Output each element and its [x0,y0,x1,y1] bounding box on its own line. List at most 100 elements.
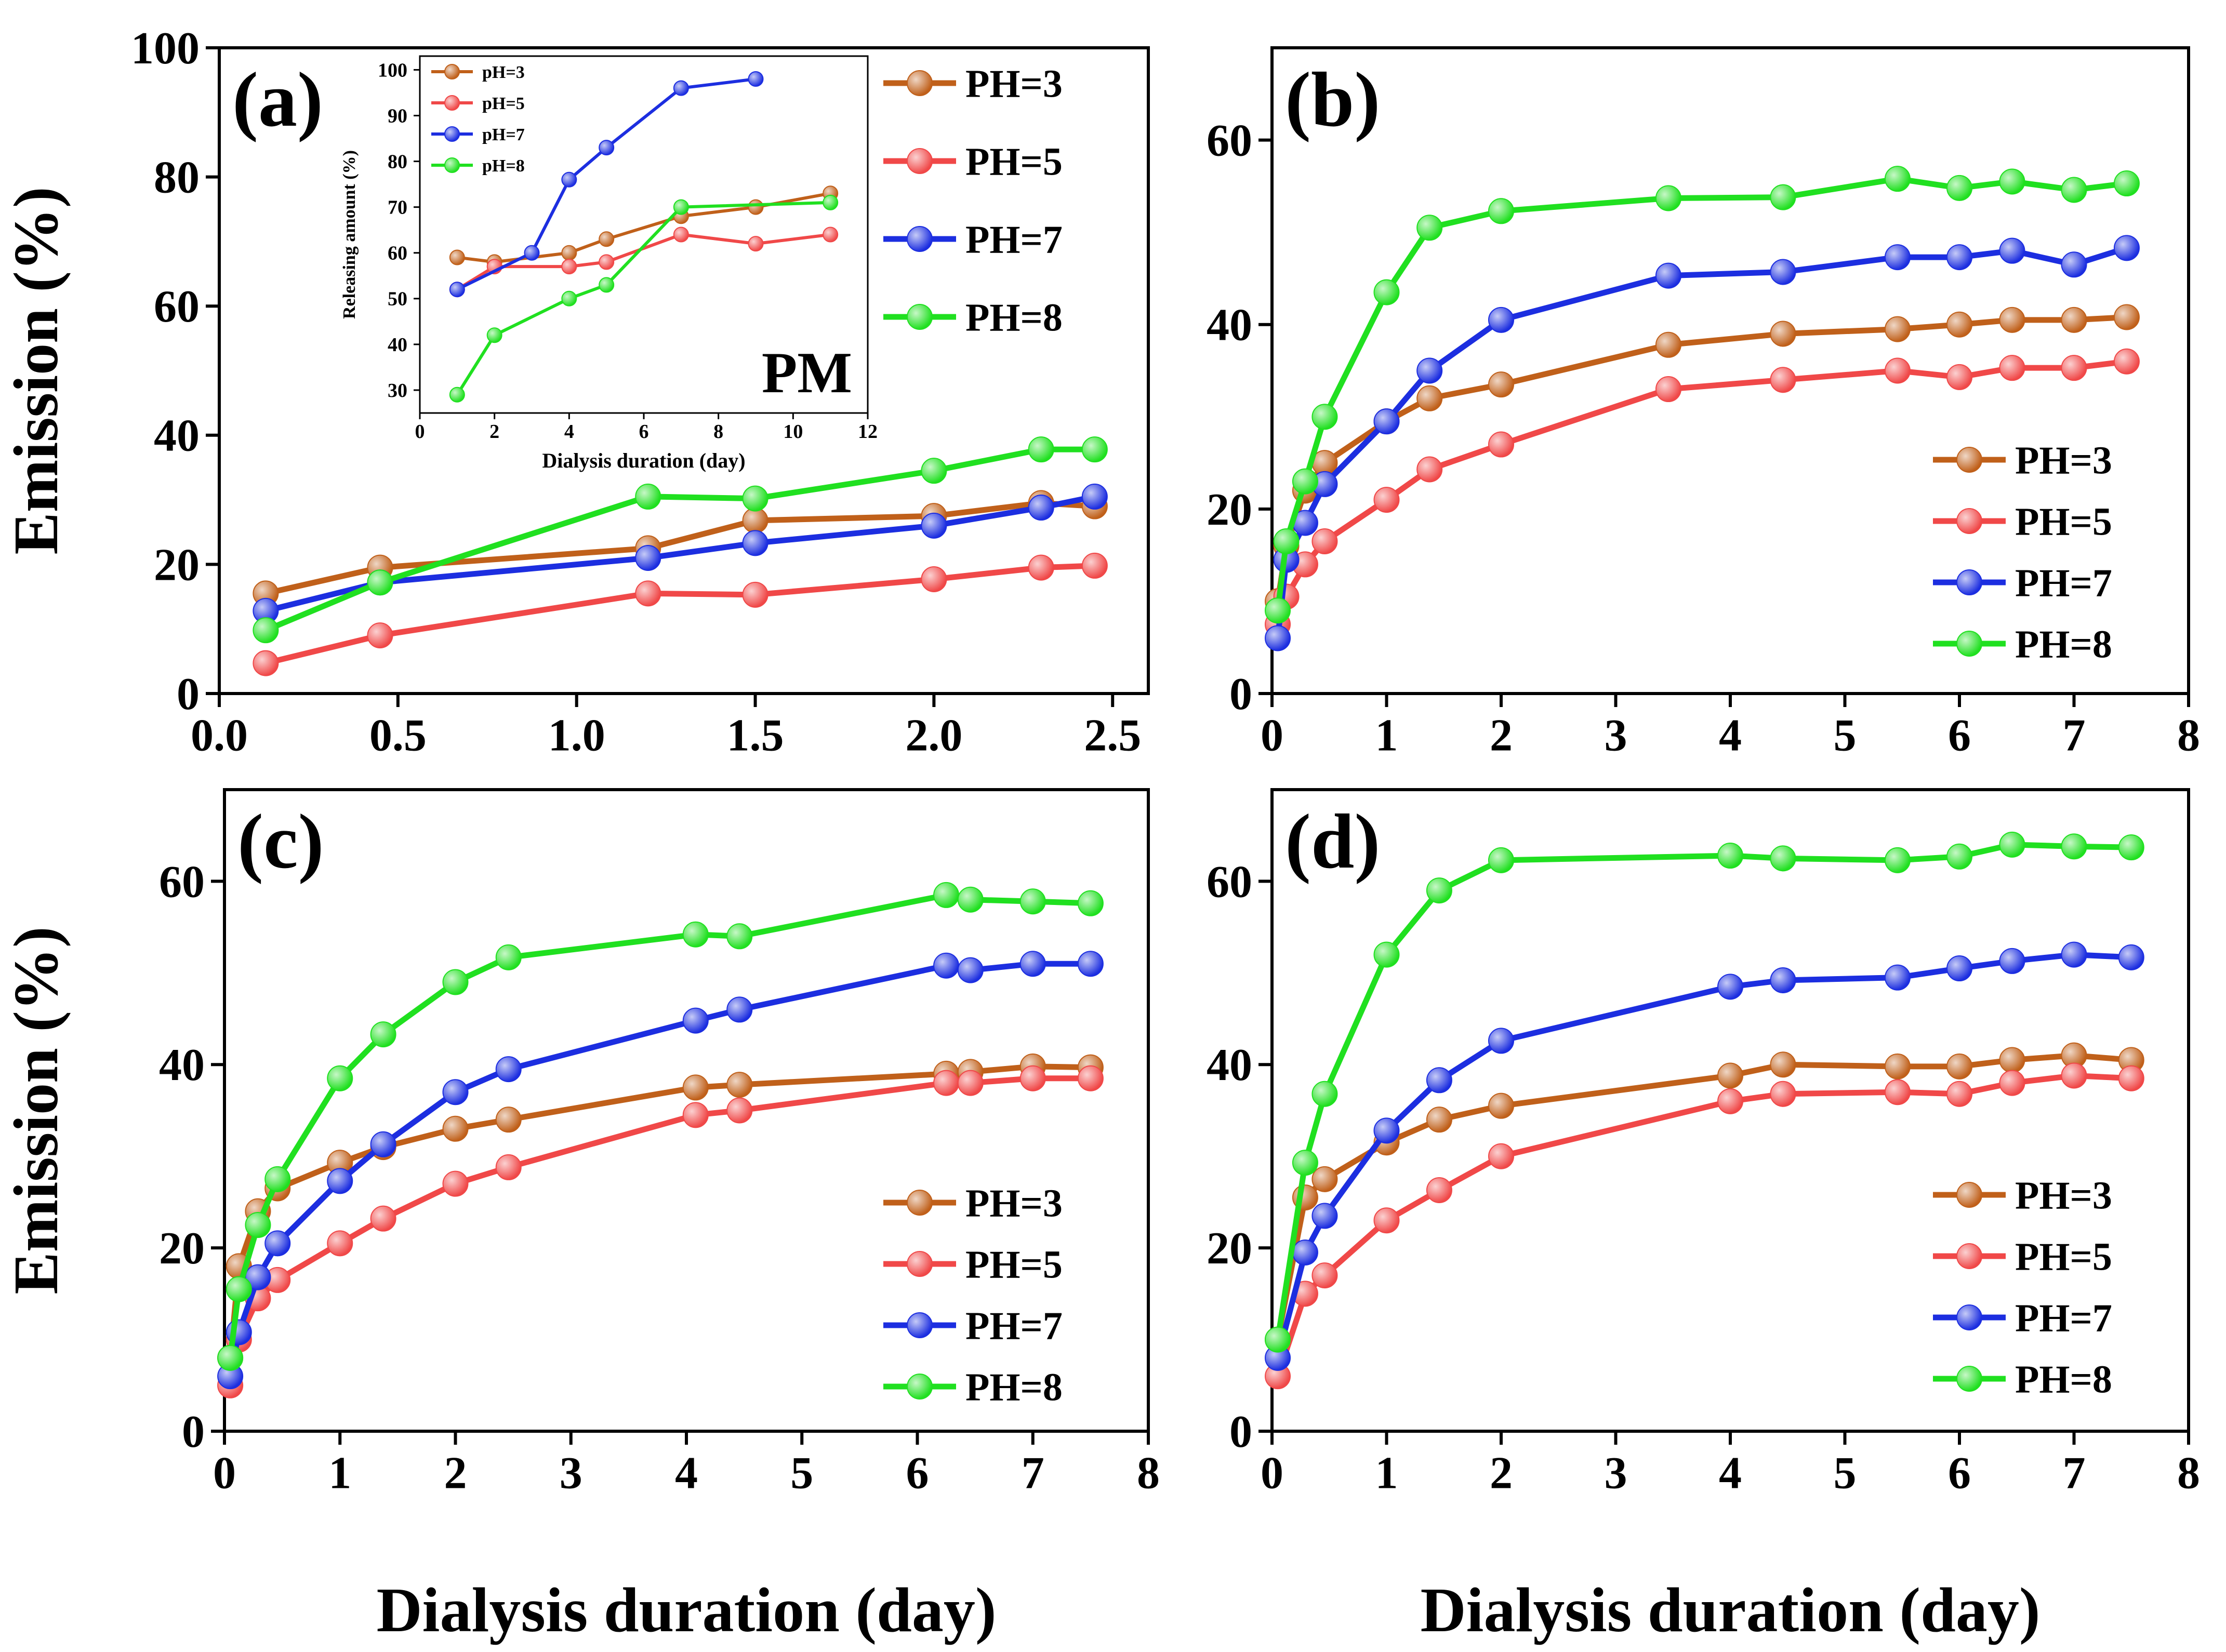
panel-c: 0 1 2 3 4 5 6 7 8 0 20 40 60 PH=3 PH=5 PH=7 PH=8 (c) Emiss… [1,788,1160,1645]
x-tick-label: 0 [415,421,425,443]
y-tick-label: 60 [159,857,205,907]
data-point [1884,357,1911,384]
x-axis-title: Dialysis duration (day) [376,1575,996,1645]
data-point [327,1230,353,1257]
data-point [1946,311,1972,338]
legend-marker [907,1312,933,1338]
data-point [726,1072,753,1098]
series-line [1275,952,2132,1359]
data-point [1770,845,1796,872]
series-ph7 [253,483,1108,624]
data-point [1488,371,1514,398]
data-point [742,507,769,534]
data-point [1884,847,1911,873]
plot-frame [218,46,1150,695]
data-point [682,1074,709,1101]
series-ph5 [1265,348,2140,637]
data-point [1655,331,1681,358]
data-point [367,622,393,649]
panel-a: 0.0 0.5 1.0 1.5 2.0 2.5020406080100PH=3PH=5PH… [1,23,1150,761]
x-axis-title: Dialysis duration (day) [542,449,745,472]
data-point [1655,262,1681,289]
series-ph8 [1265,166,2140,624]
data-point [2061,307,2087,333]
data-point [245,1212,271,1238]
y-tick-label: 80 [154,153,200,203]
series-line [456,77,756,291]
data-point [1028,436,1054,463]
y-tick-label: 20 [154,540,200,590]
legend-label: PH=3 [965,62,1063,106]
legend-label: PH=3 [2015,439,2112,483]
data-point [933,882,960,908]
y-tick-label: 70 [388,197,407,219]
x-tick-label: 5 [1834,711,1857,761]
series-ph5 [1265,1062,2144,1390]
data-point [1717,1062,1743,1089]
data-point [2118,1065,2144,1091]
data-point [957,957,984,983]
x-tick-label: 1.0 [548,711,605,761]
series-ph8 [217,882,1104,1371]
legend-label: PH=7 [965,218,1063,262]
data-point [599,254,615,270]
legend-marker [907,304,933,330]
data-point [2113,348,2140,375]
x-tick-label: 4 [675,1448,698,1499]
data-point [442,1079,469,1105]
data-point [1655,376,1681,403]
legend-marker [444,64,460,79]
legend-label: PH=7 [965,1304,1063,1348]
data-point [921,566,947,592]
data-point [742,485,769,512]
data-point [370,1205,396,1232]
x-tick-label: 4 [1719,711,1742,761]
y-tick-label: 60 [1207,857,1252,907]
data-point [1717,843,1743,869]
legend-label: PH=8 [2015,623,2112,667]
data-point [1999,1047,2025,1073]
data-point [226,1276,252,1302]
data-point [1019,1065,1046,1091]
data-point [1946,175,1972,201]
data-point [1717,1088,1743,1114]
data-point [1373,408,1400,435]
data-point [1999,948,2025,974]
data-point [1770,321,1796,347]
data-point [253,650,279,676]
data-point [1416,215,1443,241]
data-point [264,1166,291,1192]
data-point [1488,847,1514,873]
legend-marker [1956,1366,1982,1392]
data-point [673,199,689,215]
data-point [1488,307,1514,333]
series-ph8 [1265,831,2144,1353]
y-tick-label: 60 [388,243,407,264]
x-tick-label: 0.5 [369,711,427,761]
y-tick-label: 90 [388,105,407,127]
data-point [495,1056,522,1083]
data-point [367,569,393,596]
panel-label: (d) [1285,798,1380,885]
data-point [1426,877,1452,904]
data-point [933,952,960,979]
y-tick-label: 40 [388,334,407,356]
y-tick-label: 40 [1207,1040,1252,1090]
data-point [599,277,615,293]
legend-marker [907,1374,933,1400]
data-point [449,249,465,265]
data-point [682,921,709,948]
data-point [1884,316,1911,342]
legend-marker [1956,1243,1982,1269]
data-point [1416,456,1443,483]
data-point [1081,483,1108,510]
data-point [673,227,689,243]
panel-label: (b) [1285,57,1380,143]
data-point [1373,487,1400,513]
x-tick-label: 10 [783,421,803,443]
x-tick-label: 8 [2177,711,2200,761]
data-point [1770,184,1796,210]
data-point [1311,528,1338,555]
data-point [217,1344,244,1371]
data-point [2061,941,2087,968]
